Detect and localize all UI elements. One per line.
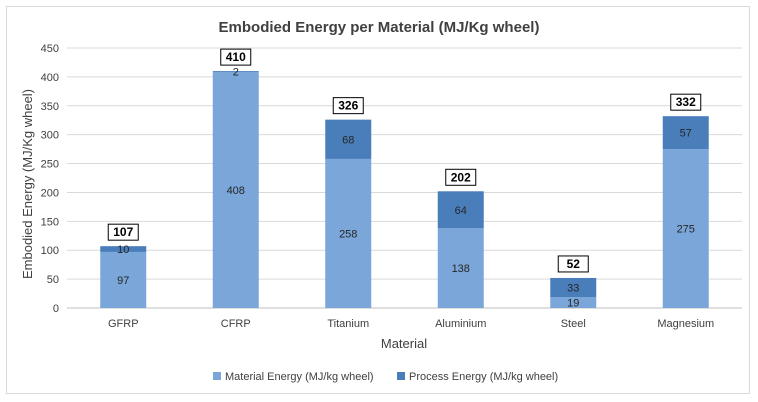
x-tick-label: CFRP xyxy=(221,318,251,330)
total-label-box xyxy=(445,168,477,186)
chart-frame: Embodied Energy per Material (MJ/Kg whee… xyxy=(6,6,750,394)
total-label-box xyxy=(107,223,139,241)
bar-process-energy xyxy=(550,277,597,298)
data-label: 138 xyxy=(452,263,470,275)
y-tick-label: 200 xyxy=(41,187,59,199)
y-tick-label: 50 xyxy=(47,274,59,286)
data-label: 68 xyxy=(342,134,354,146)
total-label: 332 xyxy=(676,95,696,109)
x-tick-label: Aluminium xyxy=(435,318,486,330)
data-label: 10 xyxy=(117,244,129,256)
y-tick-label: 300 xyxy=(41,130,59,142)
total-label: 52 xyxy=(567,257,581,271)
x-tick-label: Titanium xyxy=(327,318,369,330)
x-tick-label: Steel xyxy=(561,318,586,330)
data-label: 33 xyxy=(567,282,579,294)
x-tick-label: GFRP xyxy=(108,318,139,330)
bar-material-energy xyxy=(550,297,597,308)
legend-label-process: Process Energy (MJ/kg wheel) xyxy=(409,371,558,383)
data-label: 408 xyxy=(227,185,245,197)
y-tick-label: 150 xyxy=(41,216,59,228)
bar-process-energy xyxy=(325,119,372,159)
legend-label-material: Material Energy (MJ/kg wheel) xyxy=(225,371,374,383)
bar-material-energy xyxy=(325,158,372,308)
data-label: 97 xyxy=(117,275,129,287)
total-label-box xyxy=(557,255,589,273)
bar-material-energy xyxy=(437,228,484,308)
y-tick-label: 250 xyxy=(41,159,59,171)
y-tick-label: 0 xyxy=(53,303,59,315)
total-label-box xyxy=(670,93,702,111)
total-label: 410 xyxy=(226,50,246,64)
bar-process-energy xyxy=(212,71,259,73)
chart-title: Embodied Energy per Material (MJ/Kg whee… xyxy=(219,19,540,36)
legend-swatch-process xyxy=(397,372,405,380)
x-tick-label: Magnesium xyxy=(657,318,714,330)
y-axis-ticks: 0 50 100 150 200 250 300 350 400 450 xyxy=(41,43,59,315)
y-axis-title: Embodied Energy (MJ/Kg wheel) xyxy=(20,89,35,279)
bars: 97 10 107 408 2 410 258 68 326 138 64 202 19 33 52 275 5… xyxy=(100,48,709,310)
bar-process-energy xyxy=(662,116,709,150)
x-axis-ticks: GFRP CFRP Titanium Aluminium Steel Magnesium xyxy=(108,318,714,330)
gridlines xyxy=(67,47,742,309)
y-tick-label: 400 xyxy=(41,72,59,84)
bar-material-energy xyxy=(212,72,259,309)
data-label: 64 xyxy=(455,205,467,217)
x-axis-title: Material xyxy=(381,336,427,351)
data-label: 275 xyxy=(677,224,695,236)
data-label: 2 xyxy=(233,67,239,79)
total-label: 202 xyxy=(451,170,471,184)
y-tick-label: 450 xyxy=(41,43,59,55)
legend-swatch-material xyxy=(213,372,221,380)
bar-material-energy xyxy=(100,251,147,308)
data-label: 19 xyxy=(567,298,579,310)
y-tick-label: 350 xyxy=(41,101,59,113)
bar-material-energy xyxy=(662,149,709,308)
data-label: 258 xyxy=(339,228,357,240)
bar-process-energy xyxy=(437,191,484,229)
total-label: 326 xyxy=(338,99,358,113)
total-label-box xyxy=(332,97,364,115)
stacked-bar-chart: Embodied Energy per Material (MJ/Kg whee… xyxy=(20,19,742,383)
legend: Material Energy (MJ/kg wheel) Process En… xyxy=(213,371,558,383)
bar-process-energy xyxy=(100,246,147,252)
data-label: 57 xyxy=(680,128,692,140)
total-label-box xyxy=(220,48,252,66)
total-label: 107 xyxy=(113,225,133,239)
y-tick-label: 100 xyxy=(41,245,59,257)
